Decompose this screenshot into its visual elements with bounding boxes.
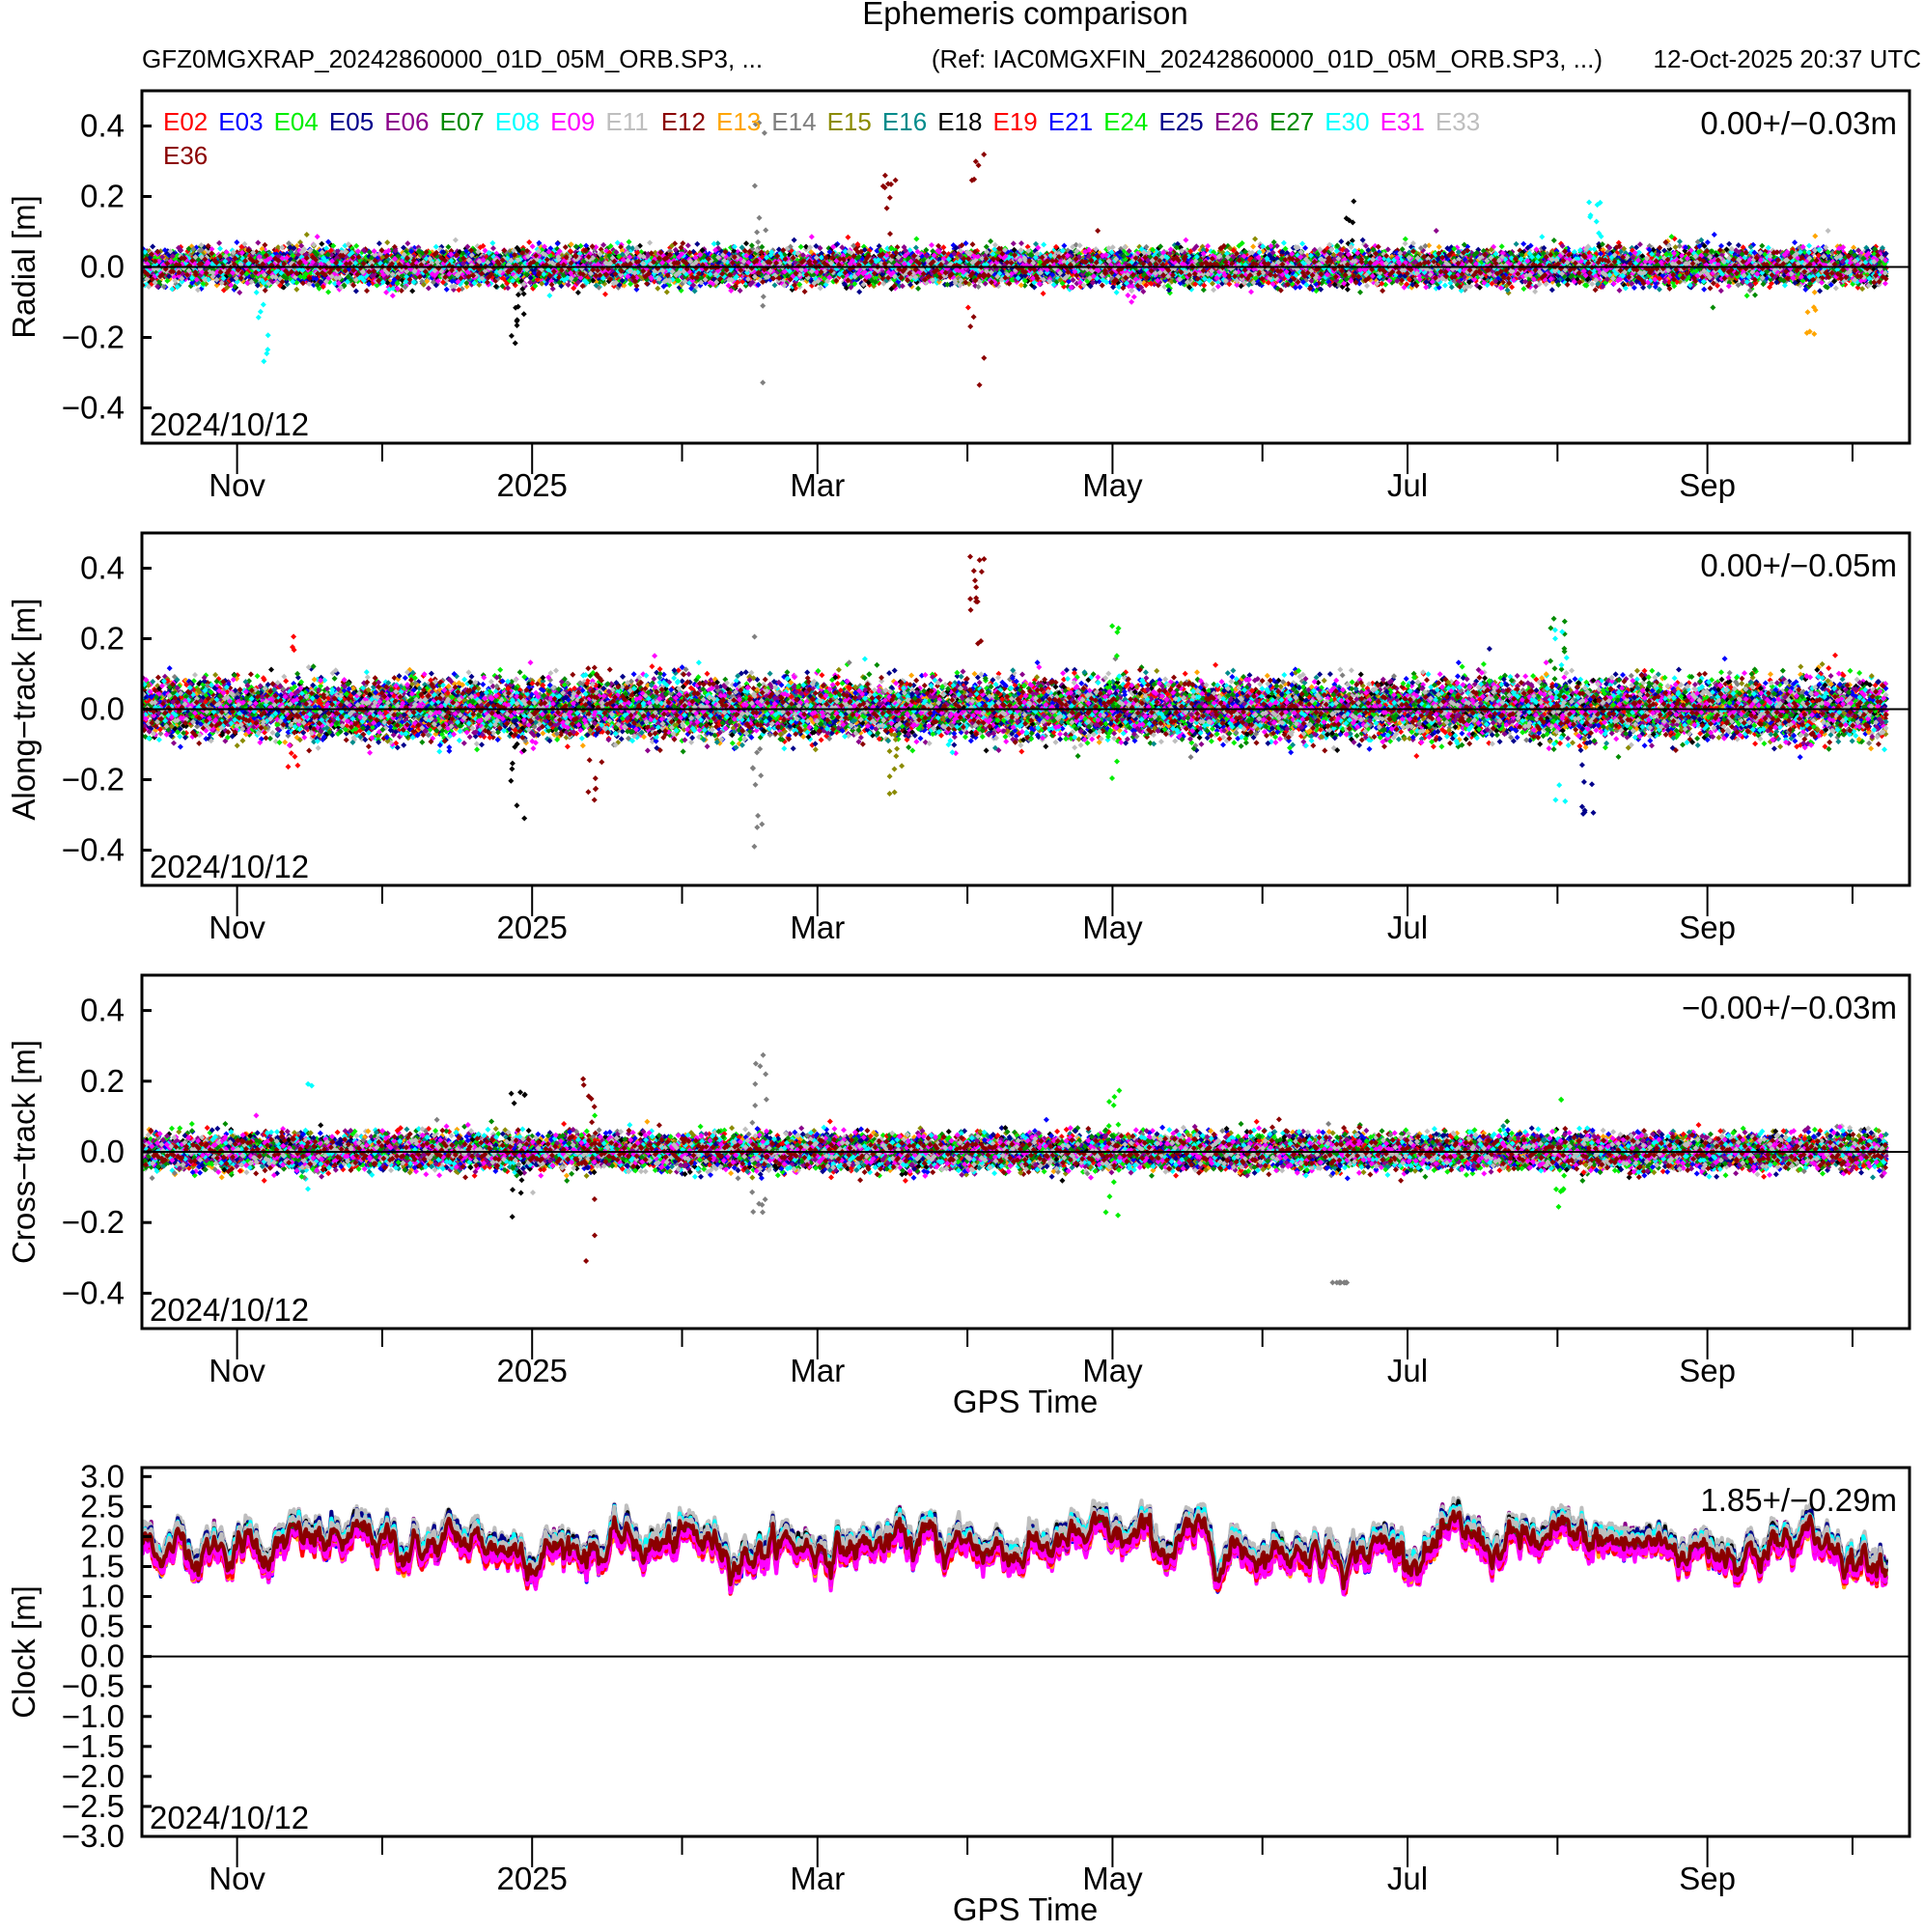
x-tick-label: Sep (1679, 1353, 1736, 1388)
x-tick-label: Sep (1679, 910, 1736, 945)
x-tick-label: Nov (209, 1861, 265, 1896)
legend-entry-E31: E31 (1380, 107, 1425, 136)
legend-entry-E11: E11 (605, 107, 648, 136)
cross-data-marks (137, 1052, 1889, 1286)
compared-file: GFZ0MGXRAP_20242860000_01D_05M_ORB.SP3, … (142, 44, 763, 73)
x-axis-label: GPS Time (953, 1891, 1098, 1927)
legend-entry-E30: E30 (1324, 107, 1369, 136)
start-date-label: 2024/10/12 (150, 406, 309, 442)
plot-timestamp: 12-Oct-2025 20:37 UTC (1654, 44, 1921, 73)
legend-entry-E33: E33 (1436, 107, 1480, 136)
x-tick-label: Mar (790, 1353, 845, 1388)
y-axis-label: Radial [m] (6, 195, 42, 339)
legend-entry-E14: E14 (771, 107, 816, 136)
panel-stats: −0.00+/−0.03m (1682, 990, 1897, 1025)
panel-along: 0.4 0.2 0.0 −0.2 −0.4 Along−track [m] Nov 2025 M… (6, 533, 1910, 945)
legend-entry-E24: E24 (1103, 107, 1148, 136)
legend-entry-E04: E04 (274, 107, 319, 136)
y-tick-label: −0.4 (62, 390, 125, 426)
legend-entry-E06: E06 (384, 107, 429, 136)
start-date-label: 2024/10/12 (150, 849, 309, 884)
x-axis-label: GPS Time (953, 1384, 1098, 1419)
y-tick-label: −0.4 (62, 832, 125, 868)
legend-entry-E03: E03 (218, 107, 263, 136)
x-tick-label: Jul (1387, 467, 1428, 503)
y-tick-label: −0.2 (62, 762, 125, 798)
y-tick-label: −0.2 (62, 320, 125, 355)
start-date-label: 2024/10/12 (150, 1800, 309, 1835)
x-tick-label: 2025 (496, 910, 567, 945)
legend-entry-E36: E36 (163, 141, 208, 170)
x-tick-label: Sep (1679, 467, 1736, 503)
y-axis-label: Clock [m] (6, 1585, 42, 1719)
y-axis-label: Along−track [m] (6, 598, 42, 820)
y-tick-label: −0.4 (62, 1274, 125, 1310)
panel-stats: 0.00+/−0.03m (1700, 105, 1897, 141)
legend-entry-E18: E18 (937, 107, 982, 136)
legend-entry-E12: E12 (661, 107, 706, 136)
legend-entry-E27: E27 (1269, 107, 1314, 136)
legend-entry-E07: E07 (440, 107, 485, 136)
legend-entry-E02: E02 (163, 107, 208, 136)
legend-entry-E05: E05 (329, 107, 374, 136)
x-tick-label: Nov (209, 910, 265, 945)
x-tick-label: Sep (1679, 1861, 1736, 1896)
y-tick-label: 0.0 (80, 1134, 125, 1169)
legend-entry-E09: E09 (550, 107, 595, 136)
panel-stats: 1.85+/−0.29m (1700, 1482, 1897, 1518)
legend-entry-E26: E26 (1214, 107, 1259, 136)
figure-title: Ephemeris comparison (862, 0, 1187, 31)
x-tick-label: 2025 (496, 467, 567, 503)
legend-entry-E21: E21 (1048, 107, 1093, 136)
y-tick-label: 0.4 (80, 108, 125, 144)
panel-stats: 0.00+/−0.05m (1700, 547, 1897, 583)
x-tick-label: Jul (1387, 1353, 1428, 1388)
x-tick-label: 2025 (496, 1861, 567, 1896)
legend: E02 E03 E04 E05 E06 E07 E08 E09 E11 E12 E13 E14 E15 E… (163, 107, 1480, 170)
y-tick-label: 0.0 (80, 691, 125, 727)
y-tick-label: 0.4 (80, 550, 125, 586)
x-tick-label: Jul (1387, 1861, 1428, 1896)
legend-entry-E25: E25 (1158, 107, 1203, 136)
x-tick-label: Mar (790, 910, 845, 945)
y-tick-label: 0.2 (80, 621, 125, 657)
series-E36-points (139, 1077, 1888, 1265)
y-axis-label: Cross−track [m] (6, 1040, 42, 1264)
y-tick-label: 0.4 (80, 993, 125, 1028)
panel-radial: 0.4 0.2 0.0 −0.2 −0.4 Radial [m] Nov 2025 Mar May… (6, 91, 1910, 503)
x-tick-label: Nov (209, 467, 265, 503)
x-tick-label: May (1082, 467, 1143, 503)
panel-cross: 0.4 0.2 0.0 −0.2 −0.4 Cross−track [m] Nov 2025 M… (6, 975, 1910, 1419)
plot-frame (142, 1468, 1910, 1836)
x-tick-label: May (1082, 910, 1143, 945)
y-tick-label: 0.2 (80, 179, 125, 214)
legend-entry-E16: E16 (882, 107, 927, 136)
x-tick-label: Mar (790, 467, 845, 503)
panel-clock: 3.02.52.01.51.00.50.0−0.5−1.0−1.5−2.0−2.… (6, 1458, 1910, 1927)
clock-data-marks (140, 1498, 1886, 1595)
start-date-label: 2024/10/12 (150, 1292, 309, 1328)
y-tick-label: −0.2 (62, 1204, 125, 1240)
series-E14-points (139, 1052, 1889, 1286)
along-data-marks (138, 554, 1890, 850)
x-tick-label: Nov (209, 1353, 265, 1388)
legend-entry-E19: E19 (993, 107, 1038, 136)
y-tick-label: 0.2 (80, 1063, 125, 1099)
x-tick-label: Jul (1387, 910, 1428, 945)
legend-entry-E08: E08 (495, 107, 540, 136)
y-tick-label: −3.0 (62, 1818, 125, 1854)
x-tick-label: Mar (790, 1861, 845, 1896)
legend-entry-E13: E13 (716, 107, 761, 136)
x-tick-label: 2025 (496, 1353, 567, 1388)
reference-file: (Ref: IAC0MGXFIN_20242860000_01D_05M_ORB… (932, 44, 1603, 73)
y-tick-label: 0.0 (80, 249, 125, 285)
radial-data-marks (138, 120, 1890, 388)
legend-entry-E15: E15 (827, 107, 872, 136)
